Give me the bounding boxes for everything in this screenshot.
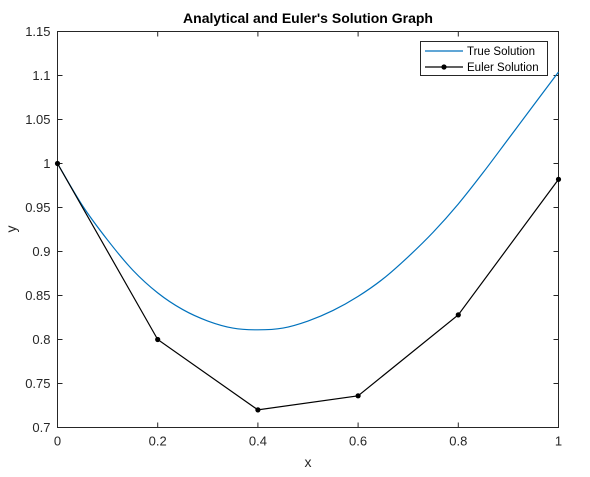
y-tick-label: 0.9 — [32, 244, 50, 259]
y-tick-label: 0.8 — [32, 332, 50, 347]
x-tick-label: 0.2 — [149, 434, 167, 449]
y-tick-label: 0.75 — [25, 376, 50, 391]
data-point-euler-solution — [556, 177, 561, 182]
legend-label-euler-solution: Euler Solution — [467, 62, 539, 74]
x-axis-label: x — [305, 454, 312, 470]
x-tick-label: 0.8 — [449, 434, 467, 449]
y-tick-label: 1 — [43, 156, 50, 171]
chart-title: Analytical and Euler's Solution Graph — [183, 10, 433, 26]
data-point-euler-solution — [456, 312, 461, 317]
y-tick-label: 1.15 — [25, 24, 50, 39]
y-axis-label: y — [3, 226, 19, 233]
data-point-euler-solution — [255, 407, 260, 412]
legend: True Solution Euler Solution — [421, 42, 548, 76]
plot-area — [58, 32, 559, 428]
y-tick-label: 0.7 — [32, 420, 50, 435]
x-tick-label: 0.6 — [349, 434, 367, 449]
data-point-euler-solution — [155, 337, 160, 342]
data-point-euler-solution — [55, 161, 60, 166]
y-tick-label: 0.95 — [25, 200, 50, 215]
x-tick-label: 0 — [54, 434, 61, 449]
y-tick-label: 1.1 — [32, 68, 50, 83]
x-tick-label: 1 — [555, 434, 562, 449]
legend-label-true-solution: True Solution — [467, 46, 535, 58]
x-tick-label: 0.4 — [249, 434, 267, 449]
data-point-euler-solution — [356, 393, 361, 398]
y-tick-label: 1.05 — [25, 112, 50, 127]
legend-marker-euler-solution — [441, 64, 446, 69]
y-tick-label: 0.85 — [25, 288, 50, 303]
